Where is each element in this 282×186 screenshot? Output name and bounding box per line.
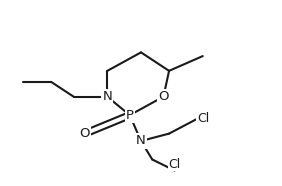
- Text: N: N: [136, 134, 146, 147]
- Text: N: N: [102, 90, 112, 103]
- Text: O: O: [158, 90, 169, 103]
- Text: Cl: Cl: [169, 158, 181, 171]
- Text: Cl: Cl: [197, 112, 209, 125]
- Text: P: P: [126, 109, 134, 122]
- Text: O: O: [80, 127, 90, 140]
